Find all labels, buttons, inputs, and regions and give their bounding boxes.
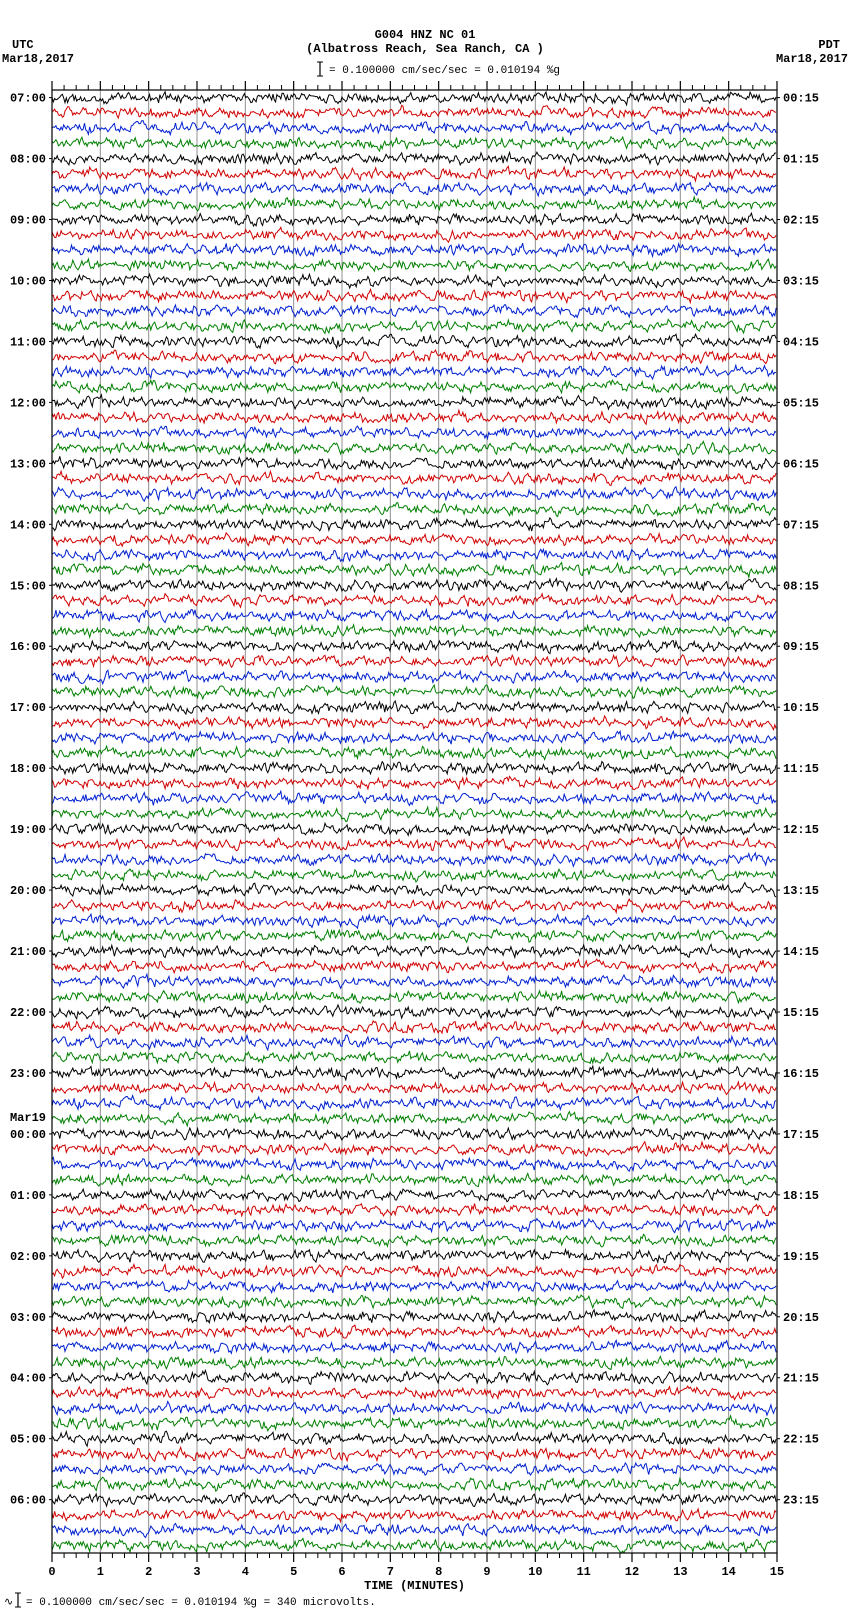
utc-hour-label: 13:00 (10, 457, 46, 471)
pdt-hour-label: 01:15 (783, 153, 819, 167)
pdt-hour-label: 23:15 (783, 1494, 819, 1508)
xaxis-tick-label: 5 (290, 1565, 297, 1579)
utc-hour-label: 14:00 (10, 518, 46, 532)
pdt-hour-label: 14:15 (783, 945, 819, 959)
pdt-hour-label: 20:15 (783, 1311, 819, 1325)
utc-hour-label: 09:00 (10, 214, 46, 228)
utc-hour-label: 16:00 (10, 640, 46, 654)
utc-hour-label: 04:00 (10, 1372, 46, 1386)
utc-hour-label: 23:00 (10, 1067, 46, 1081)
date-left: Mar18,2017 (2, 52, 74, 66)
xaxis-tick-label: 2 (145, 1565, 152, 1579)
pdt-hour-label: 12:15 (783, 823, 819, 837)
pdt-hour-label: 04:15 (783, 335, 819, 349)
xaxis-tick-label: 8 (435, 1565, 442, 1579)
utc-hour-label: 01:00 (10, 1189, 46, 1203)
pdt-hour-label: 17:15 (783, 1128, 819, 1142)
utc-hour-label: 20:00 (10, 884, 46, 898)
pdt-hour-label: 11:15 (783, 762, 819, 776)
pdt-hour-label: 16:15 (783, 1067, 819, 1081)
xaxis-tick-label: 9 (483, 1565, 490, 1579)
pdt-hour-label: 09:15 (783, 640, 819, 654)
pdt-hour-label: 18:15 (783, 1189, 819, 1203)
pdt-hour-label: 00:15 (783, 92, 819, 106)
pdt-hour-label: 02:15 (783, 214, 819, 228)
xaxis-tick-label: 12 (625, 1565, 639, 1579)
pdt-hour-label: 06:15 (783, 457, 819, 471)
xaxis-tick-label: 14 (721, 1565, 735, 1579)
tz-right: PDT (818, 38, 840, 52)
xaxis-tick-label: 13 (673, 1565, 687, 1579)
xaxis-tick-label: 1 (97, 1565, 104, 1579)
svg-text:∿: ∿ (4, 1597, 13, 1609)
utc-hour-label: 10:00 (10, 274, 46, 288)
tz-left: UTC (12, 38, 34, 52)
utc-hour-label: 22:00 (10, 1006, 46, 1020)
pdt-hour-label: 19:15 (783, 1250, 819, 1264)
utc-hour-label: 03:00 (10, 1311, 46, 1325)
xaxis-tick-label: 7 (387, 1565, 394, 1579)
utc-hour-label: 12:00 (10, 396, 46, 410)
utc-hour-label: 06:00 (10, 1494, 46, 1508)
utc-hour-label: 18:00 (10, 762, 46, 776)
helicorder-chart: G004 HNZ NC 01(Albatross Reach, Sea Ranc… (0, 0, 850, 1613)
xaxis-tick-label: 10 (528, 1565, 542, 1579)
xaxis-tick-label: 3 (193, 1565, 200, 1579)
utc-hour-label: 02:00 (10, 1250, 46, 1264)
title-line-2: (Albatross Reach, Sea Ranch, CA ) (306, 42, 544, 56)
pdt-hour-label: 13:15 (783, 884, 819, 898)
date-break-label: Mar19 (10, 1111, 46, 1125)
utc-hour-label: 15:00 (10, 579, 46, 593)
xaxis-tick-label: 4 (242, 1565, 249, 1579)
pdt-hour-label: 07:15 (783, 518, 819, 532)
helicorder-svg: G004 HNZ NC 01(Albatross Reach, Sea Ranc… (0, 0, 850, 1613)
xaxis-label: TIME (MINUTES) (364, 1579, 465, 1593)
utc-hour-label: 08:00 (10, 153, 46, 167)
xaxis-tick-label: 0 (48, 1565, 55, 1579)
title-line-1: G004 HNZ NC 01 (375, 28, 476, 42)
scale-text: = 0.100000 cm/sec/sec = 0.010194 %g (329, 65, 560, 77)
xaxis-tick-label: 11 (576, 1565, 590, 1579)
pdt-hour-label: 15:15 (783, 1006, 819, 1020)
xaxis-tick-label: 15 (770, 1565, 784, 1579)
utc-hour-label: 11:00 (10, 335, 46, 349)
pdt-hour-label: 21:15 (783, 1372, 819, 1386)
pdt-hour-label: 08:15 (783, 579, 819, 593)
utc-hour-label: 00:00 (10, 1128, 46, 1142)
footer-scale-text: = 0.100000 cm/sec/sec = 0.010194 %g = 34… (26, 1597, 376, 1609)
utc-hour-label: 07:00 (10, 92, 46, 106)
utc-hour-label: 21:00 (10, 945, 46, 959)
utc-hour-label: 17:00 (10, 701, 46, 715)
pdt-hour-label: 10:15 (783, 701, 819, 715)
xaxis-tick-label: 6 (338, 1565, 345, 1579)
pdt-hour-label: 22:15 (783, 1433, 819, 1447)
utc-hour-label: 19:00 (10, 823, 46, 837)
pdt-hour-label: 05:15 (783, 396, 819, 410)
pdt-hour-label: 03:15 (783, 274, 819, 288)
utc-hour-label: 05:00 (10, 1433, 46, 1447)
date-right: Mar18,2017 (776, 52, 848, 66)
